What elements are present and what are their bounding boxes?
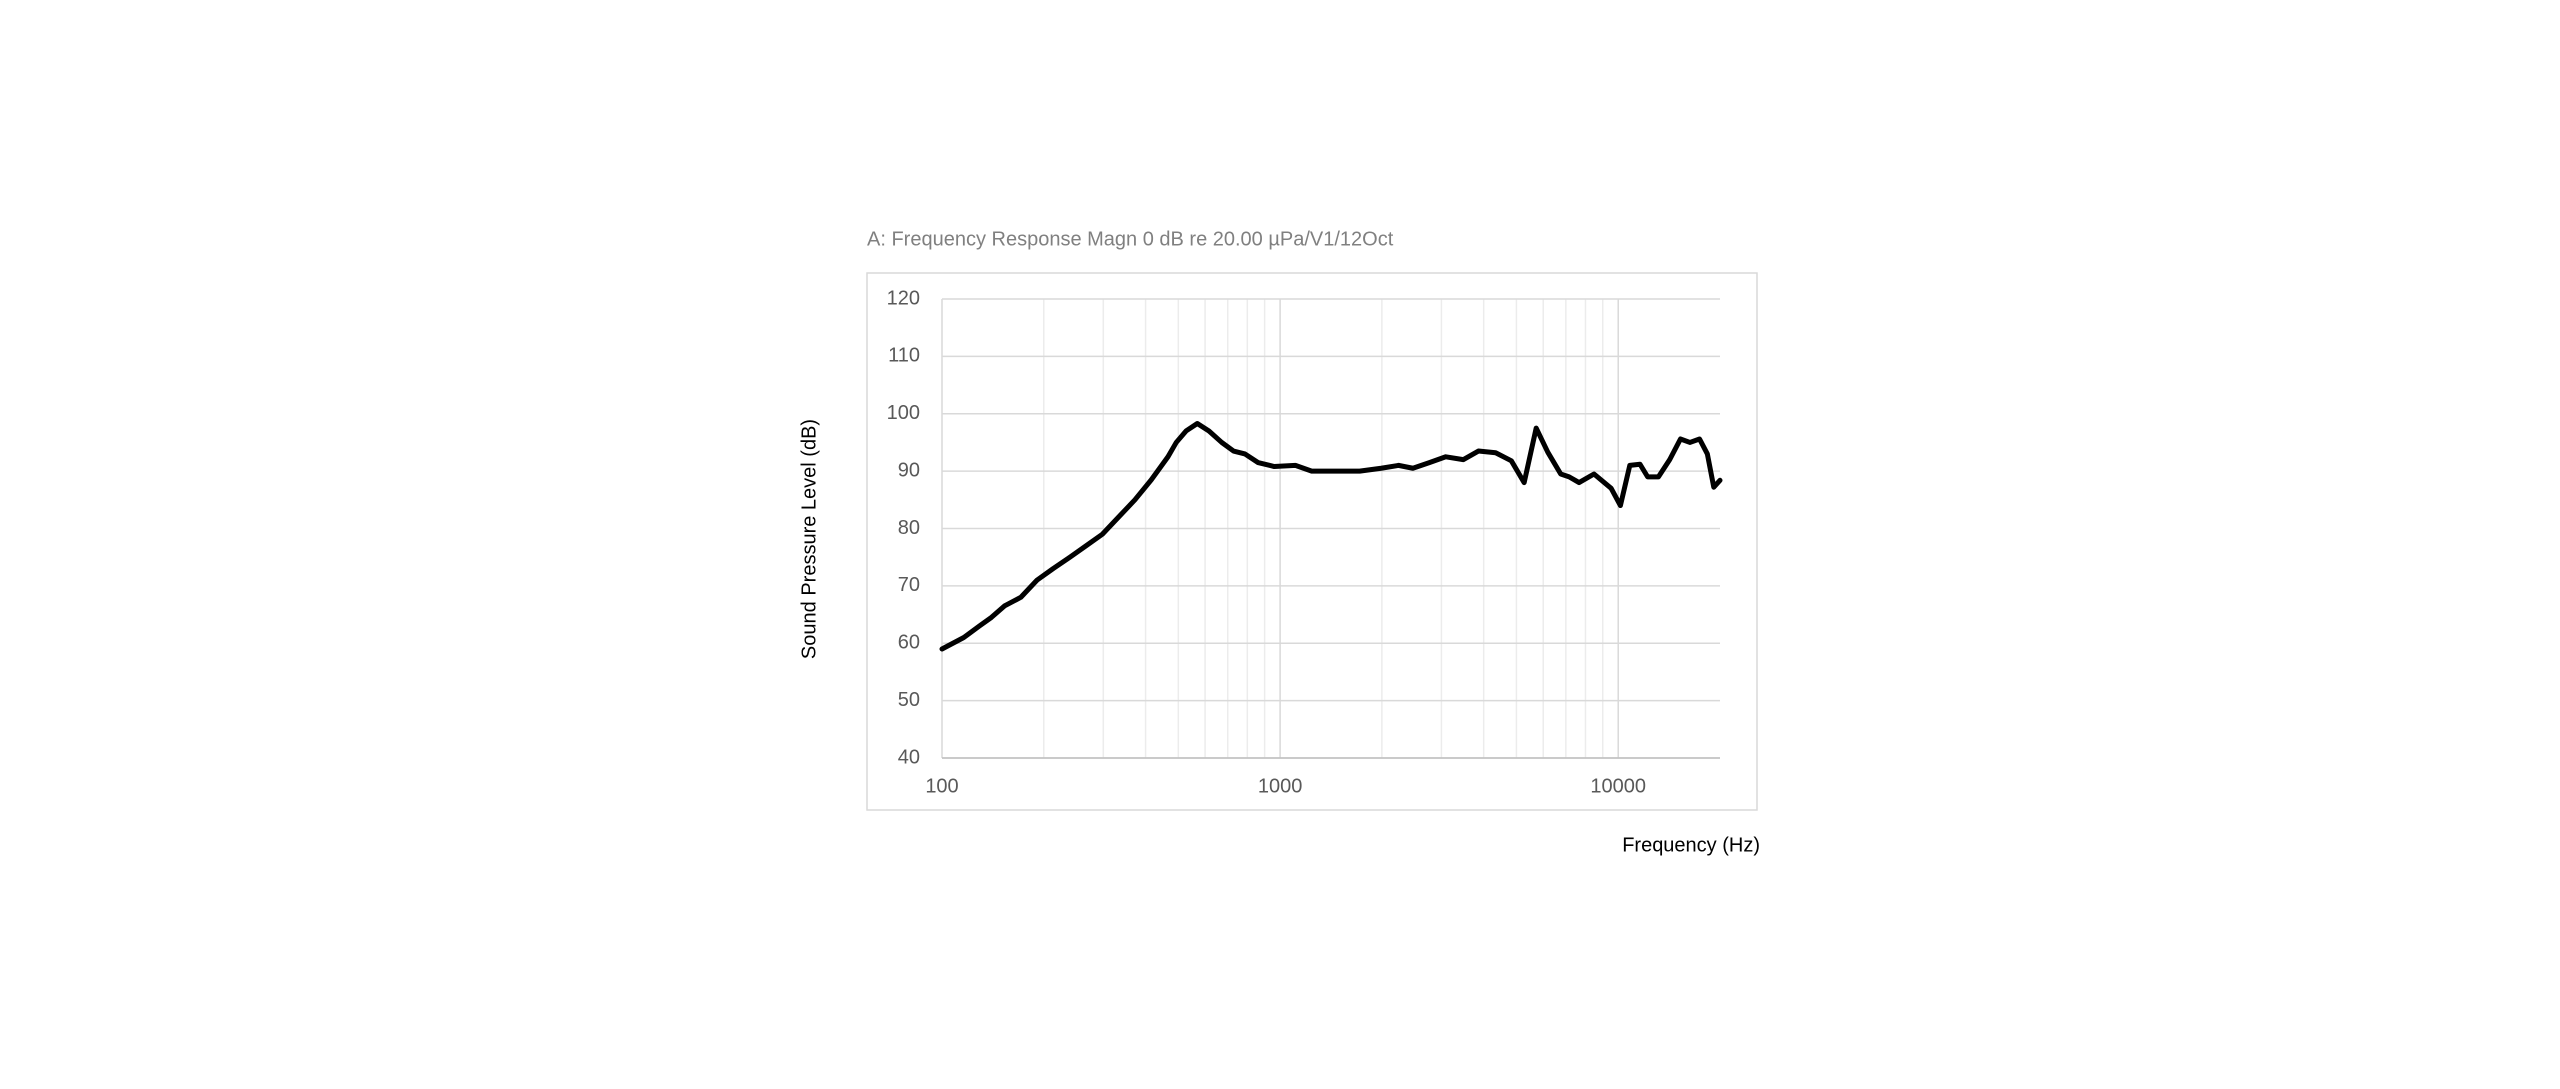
y-tick-label: 40: [898, 746, 920, 768]
y-axis-label: Sound Pressure Level (dB): [798, 419, 820, 659]
y-tick-label: 70: [898, 574, 920, 596]
y-tick-label: 50: [898, 689, 920, 711]
chart-frame: [866, 272, 1758, 811]
x-tick-label: 10000: [1590, 775, 1646, 797]
y-tick-label: 120: [887, 287, 920, 309]
x-tick-label: 1000: [1258, 775, 1303, 797]
x-tick-label: 100: [925, 775, 958, 797]
y-tick-label: 110: [888, 345, 920, 367]
y-tick-label: 60: [898, 632, 920, 654]
x-axis-label: Frequency (Hz): [1622, 834, 1760, 856]
y-tick-label: 100: [887, 402, 920, 424]
y-tick-label: 80: [898, 517, 920, 539]
chart-title: A: Frequency Response Magn 0 dB re 20.00…: [867, 228, 1394, 250]
response-line: [939, 421, 1723, 652]
y-tick-label: 90: [898, 459, 920, 481]
